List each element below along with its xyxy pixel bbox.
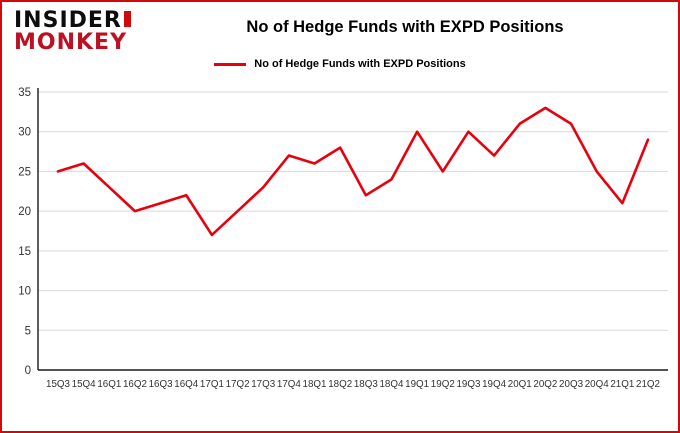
logo-text-insider: INSIDER [14,8,122,33]
logo-text-monkey: MONKEY [14,30,128,56]
x-tick-label: 18Q3 [354,379,379,390]
insider-monkey-logo: INSIDER MONKEY [14,8,131,56]
x-tick-label: 18Q2 [328,379,352,390]
x-tick-label: 21Q2 [636,379,660,390]
y-tick-label: 0 [25,365,31,377]
x-tick-label: 17Q4 [277,379,302,390]
y-tick-label: 5 [25,325,31,337]
x-tick-label: 16Q3 [149,379,174,390]
legend-label: No of Hedge Funds with EXPD Positions [254,58,466,70]
x-tick-label: 16Q4 [174,379,199,390]
x-tick-label: 16Q2 [123,379,147,390]
legend-line-swatch [214,62,247,66]
x-tick-label: 20Q3 [559,379,584,390]
x-tick-label: 18Q1 [303,379,327,390]
x-tick-label: 19Q1 [405,379,429,390]
x-tick-label: 17Q3 [251,379,276,390]
y-tick-label: 10 [18,286,31,298]
x-tick-label: 20Q1 [508,379,532,390]
series-line [56,106,650,237]
x-tick-label: 20Q4 [585,379,610,390]
page-title: No of Hedge Funds with EXPD Positions [246,18,564,36]
x-tick-label: 18Q4 [379,379,404,390]
x-tick-label: 17Q1 [200,379,224,390]
y-tick-label: 25 [18,166,31,178]
x-tick-label: 15Q4 [72,379,97,390]
logo-accent-mark [123,11,131,27]
x-tick-label: 16Q1 [97,379,121,390]
x-tick-label: 19Q3 [456,379,481,390]
x-tick-label: 15Q3 [46,379,71,390]
x-tick-label: 21Q1 [610,379,634,390]
y-tick-label: 30 [18,127,31,139]
x-tick-label: 19Q4 [482,379,507,390]
y-tick-label: 20 [18,206,31,218]
chart-legend: No of Hedge Funds with EXPD Positions [2,58,678,70]
line-chart: 0 5 10 15 20 25 30 35 15Q3 15Q4 16Q1 16Q2 16Q3 16Q4 17… [2,80,678,431]
y-tick-label: 15 [18,246,31,258]
y-tick-label: 35 [18,87,31,99]
x-tick-label: 19Q2 [431,379,455,390]
x-tick-label: 20Q2 [533,379,557,390]
x-tick-label: 17Q2 [226,379,250,390]
